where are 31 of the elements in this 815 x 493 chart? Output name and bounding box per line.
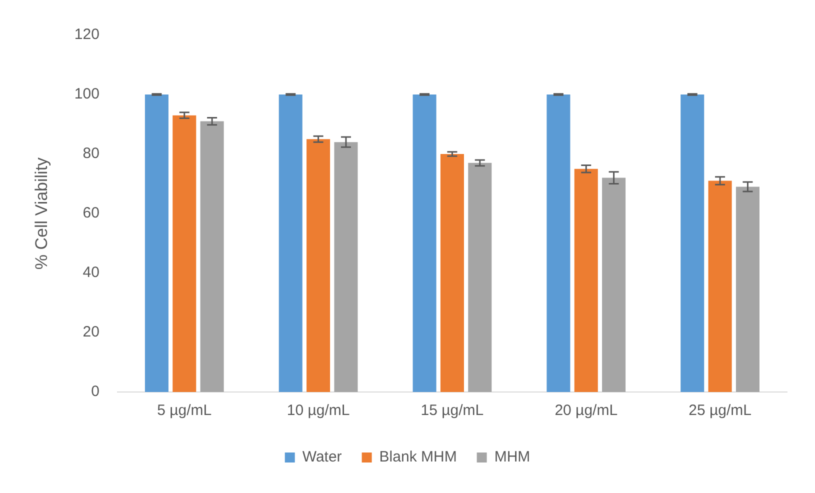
bar xyxy=(680,94,704,392)
bar xyxy=(574,168,598,392)
bar xyxy=(602,178,626,392)
bar xyxy=(736,186,760,392)
x-tick-label: 25 µg/mL xyxy=(688,402,752,420)
bar xyxy=(546,94,570,392)
legend-label: Water xyxy=(302,448,342,466)
y-tick-label: 100 xyxy=(74,86,100,103)
y-tick-label: 20 xyxy=(82,324,100,341)
bar xyxy=(468,162,492,392)
bar xyxy=(306,139,330,392)
x-tick-label: 5 µg/mL xyxy=(157,402,212,420)
bar xyxy=(144,94,168,392)
legend-label: MHM xyxy=(494,448,530,466)
x-tick-label: 20 µg/mL xyxy=(554,402,618,420)
y-tick-label: 80 xyxy=(82,145,100,162)
y-tick-label: 0 xyxy=(91,383,100,400)
y-tick-label: 120 xyxy=(74,26,100,44)
bar xyxy=(278,94,302,392)
x-tick-label: 15 µg/mL xyxy=(420,402,484,420)
bar xyxy=(334,142,358,392)
bar xyxy=(172,115,196,392)
y-axis-title: % Cell Viability xyxy=(32,156,51,270)
bar xyxy=(440,154,464,392)
y-tick-label: 60 xyxy=(82,204,100,222)
bar xyxy=(412,94,436,392)
legend-label: Blank MHM xyxy=(379,448,457,466)
x-tick-label: 10 µg/mL xyxy=(286,402,350,420)
bar xyxy=(708,180,732,392)
bar xyxy=(200,121,224,392)
y-tick-label: 40 xyxy=(82,264,100,282)
